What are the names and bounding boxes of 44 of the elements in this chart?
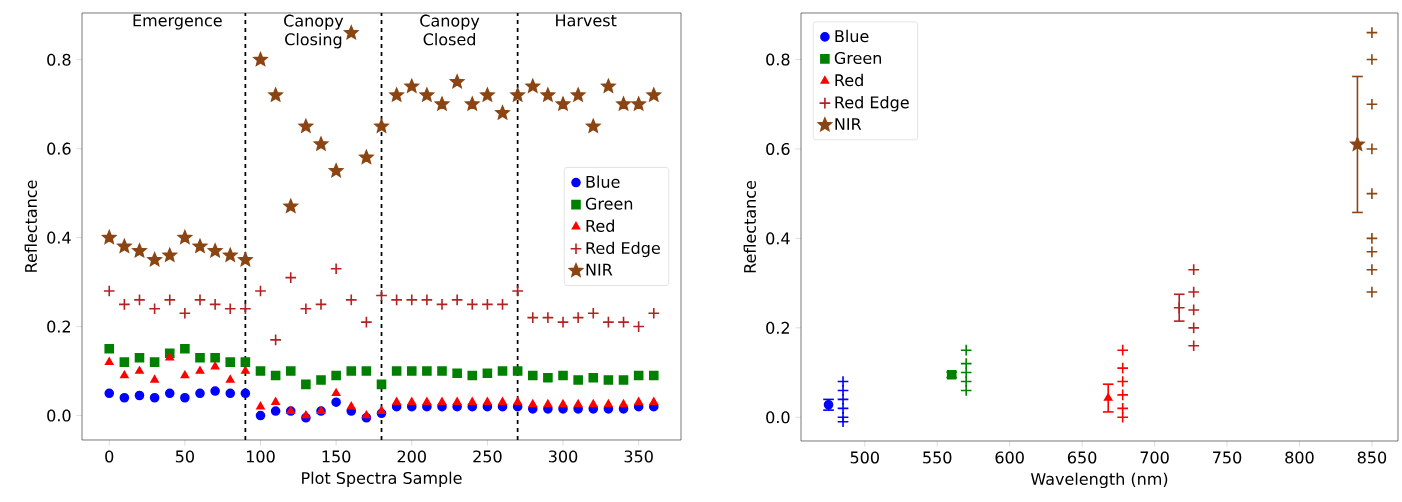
annotation: Emergence <box>133 14 222 30</box>
x-tick-label: 800 <box>1285 451 1314 464</box>
x-tick-label: 300 <box>548 450 578 463</box>
x-tick-label: 250 <box>473 450 502 463</box>
x-axis-title: Plot Spectra Sample <box>302 471 462 488</box>
x-tick-label: 200 <box>397 450 426 463</box>
x-tick-label: 0 <box>105 450 114 463</box>
y-axis-title: Reflectance <box>24 180 38 272</box>
legend-label: Red <box>835 73 863 87</box>
x-tick-label: 650 <box>1067 451 1097 464</box>
legend-label: NIR <box>586 263 613 276</box>
legend-label: Red Edge <box>835 96 909 112</box>
y-tick-label: 0.0 <box>47 409 71 422</box>
x-tick-label: 500 <box>850 451 879 464</box>
y-tick-label: 0.8 <box>766 53 790 66</box>
legend-label: NIR <box>835 118 862 130</box>
legend-label: Green <box>834 51 881 65</box>
x-tick-label: 100 <box>246 450 275 463</box>
x-axis-title: Wavelength (nm) <box>1030 472 1168 489</box>
y-tick-label: 0.6 <box>766 142 790 155</box>
annotation: Harvest <box>556 14 617 27</box>
x-tick-label: 150 <box>322 450 351 463</box>
x-tick-label: 350 <box>624 450 653 463</box>
legend-label: Blue <box>586 175 620 188</box>
annotation: Canopy Closed <box>420 14 480 46</box>
y-tick-label: 0.2 <box>47 320 71 333</box>
x-tick-label: 850 <box>1357 451 1387 464</box>
legend-label: Green <box>585 197 633 210</box>
y-tick-label: 0.0 <box>766 411 790 424</box>
legend-label: Red Edge <box>586 241 660 258</box>
y-tick-label: 0.4 <box>766 232 790 245</box>
x-tick-label: 50 <box>175 450 194 463</box>
y-axis-title: Reflectance <box>743 180 757 273</box>
legend-label: Blue <box>835 29 869 43</box>
y-tick-label: 0.2 <box>766 321 789 334</box>
x-tick-label: 750 <box>1213 451 1242 464</box>
x-tick-label: 550 <box>923 451 952 464</box>
x-tick-label: 700 <box>1140 451 1169 464</box>
annotation: Canopy Closing <box>284 14 344 49</box>
y-tick-label: 0.8 <box>47 53 71 66</box>
y-tick-label: 0.6 <box>47 142 71 155</box>
legend-label: Red <box>586 219 614 232</box>
x-tick-label: 600 <box>995 451 1024 464</box>
y-tick-label: 0.4 <box>47 231 71 244</box>
